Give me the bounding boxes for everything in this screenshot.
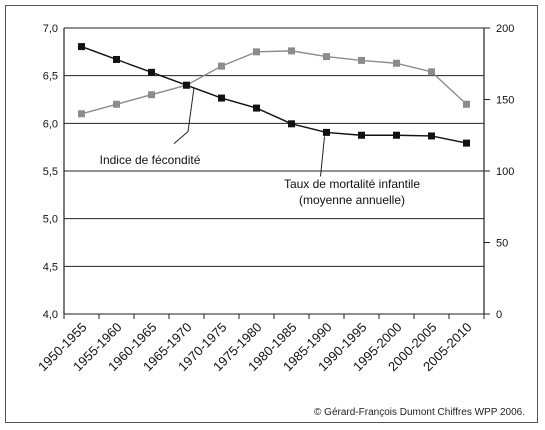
- series-0-point: [218, 62, 225, 70]
- series-1-point: [113, 55, 120, 63]
- y-left-tick-label: 4,5: [43, 261, 58, 273]
- annotation-leader: [320, 136, 325, 177]
- y-right-tick-label: 0: [496, 309, 502, 321]
- y-left-tick-label: 6,0: [43, 118, 58, 130]
- chart-frame: [5, 5, 538, 423]
- series-1-point: [148, 68, 155, 76]
- series-0-point: [288, 47, 295, 55]
- series-1-point: [253, 104, 260, 112]
- series-1-point: [323, 128, 330, 136]
- series-0-point: [393, 59, 400, 67]
- y-left-tick-label: 4,0: [43, 309, 58, 321]
- series-1-point: [218, 94, 225, 102]
- y-left-tick-label: 6,5: [43, 71, 58, 83]
- series-0-point: [323, 53, 330, 61]
- y-right-tick-label: 200: [496, 23, 514, 35]
- series-0-point: [428, 68, 435, 76]
- chart-credit: © Gérard-François Dumont Chiffres WPP 20…: [314, 407, 525, 418]
- series-0-point: [148, 91, 155, 99]
- series-1-point: [428, 132, 435, 140]
- series-1-point: [288, 120, 295, 128]
- series-1-point: [78, 43, 85, 51]
- annotation-label: Taux de mortalité infantile: [284, 177, 420, 191]
- y-left-tick-label: 7,0: [43, 23, 58, 35]
- annotation-leader: [173, 87, 195, 145]
- series-0-point: [78, 110, 85, 118]
- y-right-tick-label: 100: [496, 166, 514, 178]
- annotation-label: (moyenne annuelle): [299, 193, 405, 207]
- series-0-point: [358, 56, 365, 64]
- series-0-point: [253, 48, 260, 56]
- y-left-tick-label: 5,5: [43, 166, 58, 178]
- series-0-point: [113, 100, 120, 108]
- series-1-point: [393, 131, 400, 139]
- y-right-tick-label: 150: [496, 95, 514, 107]
- series-1-point: [463, 139, 470, 147]
- series-line-0: [81, 50, 467, 115]
- series-line-1: [81, 45, 467, 144]
- series-1-point: [183, 81, 190, 89]
- series-1-point: [358, 131, 365, 139]
- y-left-tick-label: 5,0: [43, 214, 58, 226]
- annotation-label: Indice de fécondité: [100, 153, 201, 167]
- y-right-tick-label: 50: [496, 238, 508, 250]
- series-0-point: [463, 100, 470, 108]
